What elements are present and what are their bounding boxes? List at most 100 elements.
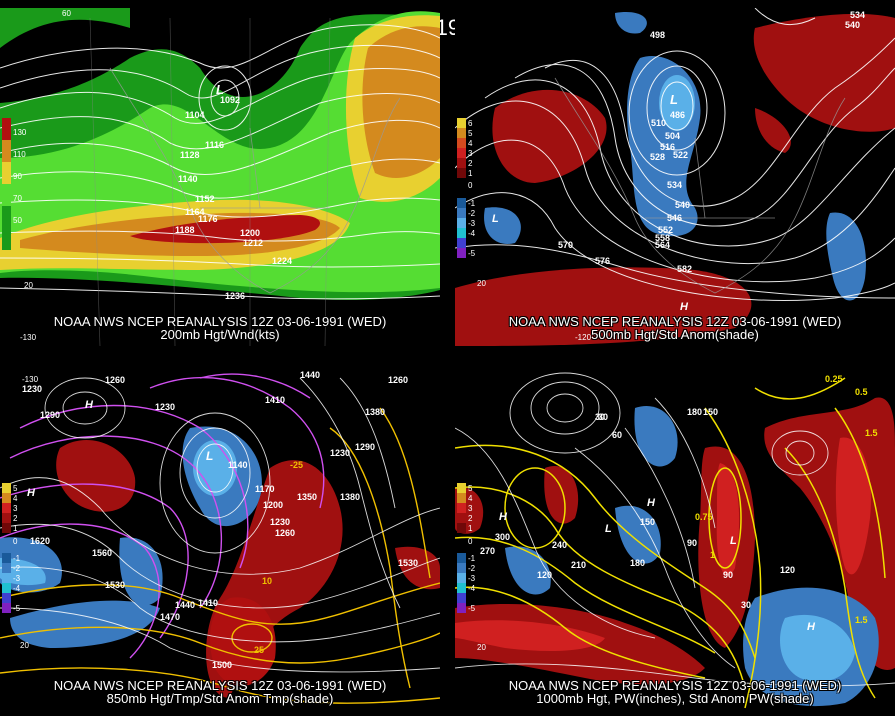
tick-label: -130 bbox=[20, 333, 37, 342]
contour-label: 1440 bbox=[300, 370, 320, 380]
pw-label: 0.5 bbox=[855, 387, 868, 397]
contour-label: 1560 bbox=[92, 548, 112, 558]
contour-label: 1410 bbox=[265, 395, 285, 405]
map-1000mb: 5 4 3 2 1 0 -1 -2 -3 -4 -5 30 60 90 120 … bbox=[455, 372, 895, 709]
legend-label: -3 bbox=[468, 219, 476, 228]
contour-label: 1170 bbox=[255, 484, 275, 494]
contour-label: 1176 bbox=[198, 214, 218, 224]
low-marker: L bbox=[730, 535, 737, 547]
caption-line1: NOAA NWS NCEP REANALYSIS 12Z 03-06-1991 … bbox=[53, 678, 387, 693]
contour-label: 1380 bbox=[365, 407, 385, 417]
legend-label: 1 bbox=[13, 524, 18, 533]
contour-label: 1140 bbox=[178, 174, 198, 184]
contour-label: 1440 bbox=[175, 600, 195, 610]
contour-label: 498 bbox=[650, 30, 665, 40]
legend-200mb: 130 110 90 70 50 bbox=[2, 118, 27, 250]
contour-label: 1152 bbox=[195, 194, 215, 204]
contour-label: 1104 bbox=[185, 110, 205, 120]
contour-label: 1530 bbox=[398, 558, 418, 568]
low-marker: L bbox=[216, 82, 224, 97]
contour-label: 1260 bbox=[275, 528, 295, 538]
tick-label: 20 bbox=[477, 643, 486, 652]
legend-label: 5 bbox=[468, 129, 473, 138]
contour-label: 1410 bbox=[198, 598, 218, 608]
contour-label: 1200 bbox=[240, 228, 260, 238]
legend-label: 3 bbox=[13, 504, 18, 513]
contour-label: 270 bbox=[480, 546, 495, 556]
contour-label: 522 bbox=[673, 150, 688, 160]
panel-1000mb: 5 4 3 2 1 0 -1 -2 -3 -4 -5 30 60 90 120 … bbox=[455, 368, 895, 716]
map-200mb: 130 110 90 70 50 1104 1116 1128 1140 115… bbox=[0, 8, 440, 346]
contour-label: 1260 bbox=[388, 375, 408, 385]
caption-line1: NOAA NWS NCEP REANALYSIS 12Z 03-06-1991 … bbox=[508, 678, 842, 693]
legend-label: 130 bbox=[13, 128, 27, 137]
contour-label: 1236 bbox=[225, 291, 245, 301]
legend-label: 110 bbox=[13, 150, 26, 159]
pw-label: 1 bbox=[710, 550, 715, 560]
legend-label: -5 bbox=[468, 604, 476, 613]
caption-line2: 1000mb Hgt, PW(inches), Std Anom PW(shad… bbox=[536, 691, 814, 706]
tick-label: -130 bbox=[22, 375, 39, 384]
map-ticks-850mb: -130 20 bbox=[20, 375, 39, 650]
panel-200mb: 130 110 90 70 50 1104 1116 1128 1140 115… bbox=[0, 8, 440, 346]
contour-label: 534 bbox=[667, 180, 682, 190]
pw-label: 0.75 bbox=[695, 512, 713, 522]
temp-label: -25 bbox=[290, 460, 303, 470]
contour-label: 1092 bbox=[220, 95, 240, 105]
map-850mb: 5 4 3 2 1 0 -1 -2 -3 -4 -5 1230 1260 129… bbox=[0, 370, 440, 704]
contour-label: 240 bbox=[552, 540, 567, 550]
contour-label: 30 bbox=[595, 412, 605, 422]
contour-label: 90 bbox=[687, 538, 697, 548]
contour-labels-200mb: 1104 1116 1128 1140 1152 1164 1176 1188 … bbox=[175, 82, 292, 301]
contour-label: 552 bbox=[658, 225, 673, 235]
high-marker: H bbox=[27, 487, 36, 499]
legend-850mb: 5 4 3 2 1 0 -1 -2 -3 -4 -5 bbox=[2, 483, 21, 613]
panel-850mb: 5 4 3 2 1 0 -1 -2 -3 -4 -5 1230 1260 129… bbox=[0, 368, 440, 716]
temp-label: 10 bbox=[262, 576, 272, 586]
map-ticks-1000mb: 20 bbox=[477, 643, 486, 652]
legend-label: 4 bbox=[468, 494, 473, 503]
contour-label: 1164 bbox=[185, 207, 205, 217]
contour-label: 150 bbox=[703, 407, 718, 417]
panel-500mb: 6 5 4 3 2 1 0 -1 -2 -3 -4 -5 498 510 504… bbox=[455, 8, 895, 346]
contour-labels-1000mb: 30 60 90 120 150 180 210 240 270 300 30 … bbox=[480, 374, 878, 633]
tick-label: 20 bbox=[477, 279, 486, 288]
legend-1000mb: 5 4 3 2 1 0 -1 -2 -3 -4 -5 bbox=[457, 483, 476, 613]
low-marker: L bbox=[605, 523, 612, 535]
contour-label: 528 bbox=[650, 152, 665, 162]
contour-label: 1500 bbox=[212, 660, 232, 670]
legend-label: 2 bbox=[468, 159, 473, 168]
map-ticks-200mb: 60 -130 20 bbox=[20, 9, 71, 342]
legend-label: -1 bbox=[468, 199, 476, 208]
legend-label: 5 bbox=[13, 484, 18, 493]
legend-label: 0 bbox=[468, 181, 473, 190]
contour-label: 1290 bbox=[355, 442, 375, 452]
legend-label: -5 bbox=[468, 249, 476, 258]
legend-label: 3 bbox=[468, 149, 473, 158]
high-marker: H bbox=[807, 621, 816, 633]
caption-line1: NOAA NWS NCEP REANALYSIS 12Z 03-06-1991 … bbox=[508, 314, 842, 329]
legend-label: 70 bbox=[13, 194, 22, 203]
contour-label: 504 bbox=[665, 131, 680, 141]
contour-label: 1530 bbox=[105, 580, 125, 590]
contour-label: 1350 bbox=[297, 492, 317, 502]
contour-label: 1230 bbox=[155, 402, 175, 412]
contour-label: 1116 bbox=[205, 140, 224, 150]
legend-label: -4 bbox=[468, 584, 476, 593]
pw-label: 1.5 bbox=[855, 615, 868, 625]
legend-label: 4 bbox=[468, 139, 473, 148]
contour-label: 1188 bbox=[175, 225, 195, 235]
contour-label: 120 bbox=[537, 570, 552, 580]
pw-label: 1.5 bbox=[865, 428, 878, 438]
contour-label: 1224 bbox=[272, 256, 292, 266]
high-marker: H bbox=[647, 497, 656, 509]
legend-label: -4 bbox=[13, 584, 21, 593]
contour-label: 558 bbox=[655, 233, 670, 243]
contour-label: 570 bbox=[558, 240, 573, 250]
legend-label: -3 bbox=[468, 574, 476, 583]
contour-label: 1230 bbox=[330, 448, 350, 458]
legend-label: -2 bbox=[468, 564, 476, 573]
legend-label: 2 bbox=[468, 514, 473, 523]
legend-label: 50 bbox=[13, 216, 22, 225]
contour-label: 582 bbox=[677, 264, 692, 274]
